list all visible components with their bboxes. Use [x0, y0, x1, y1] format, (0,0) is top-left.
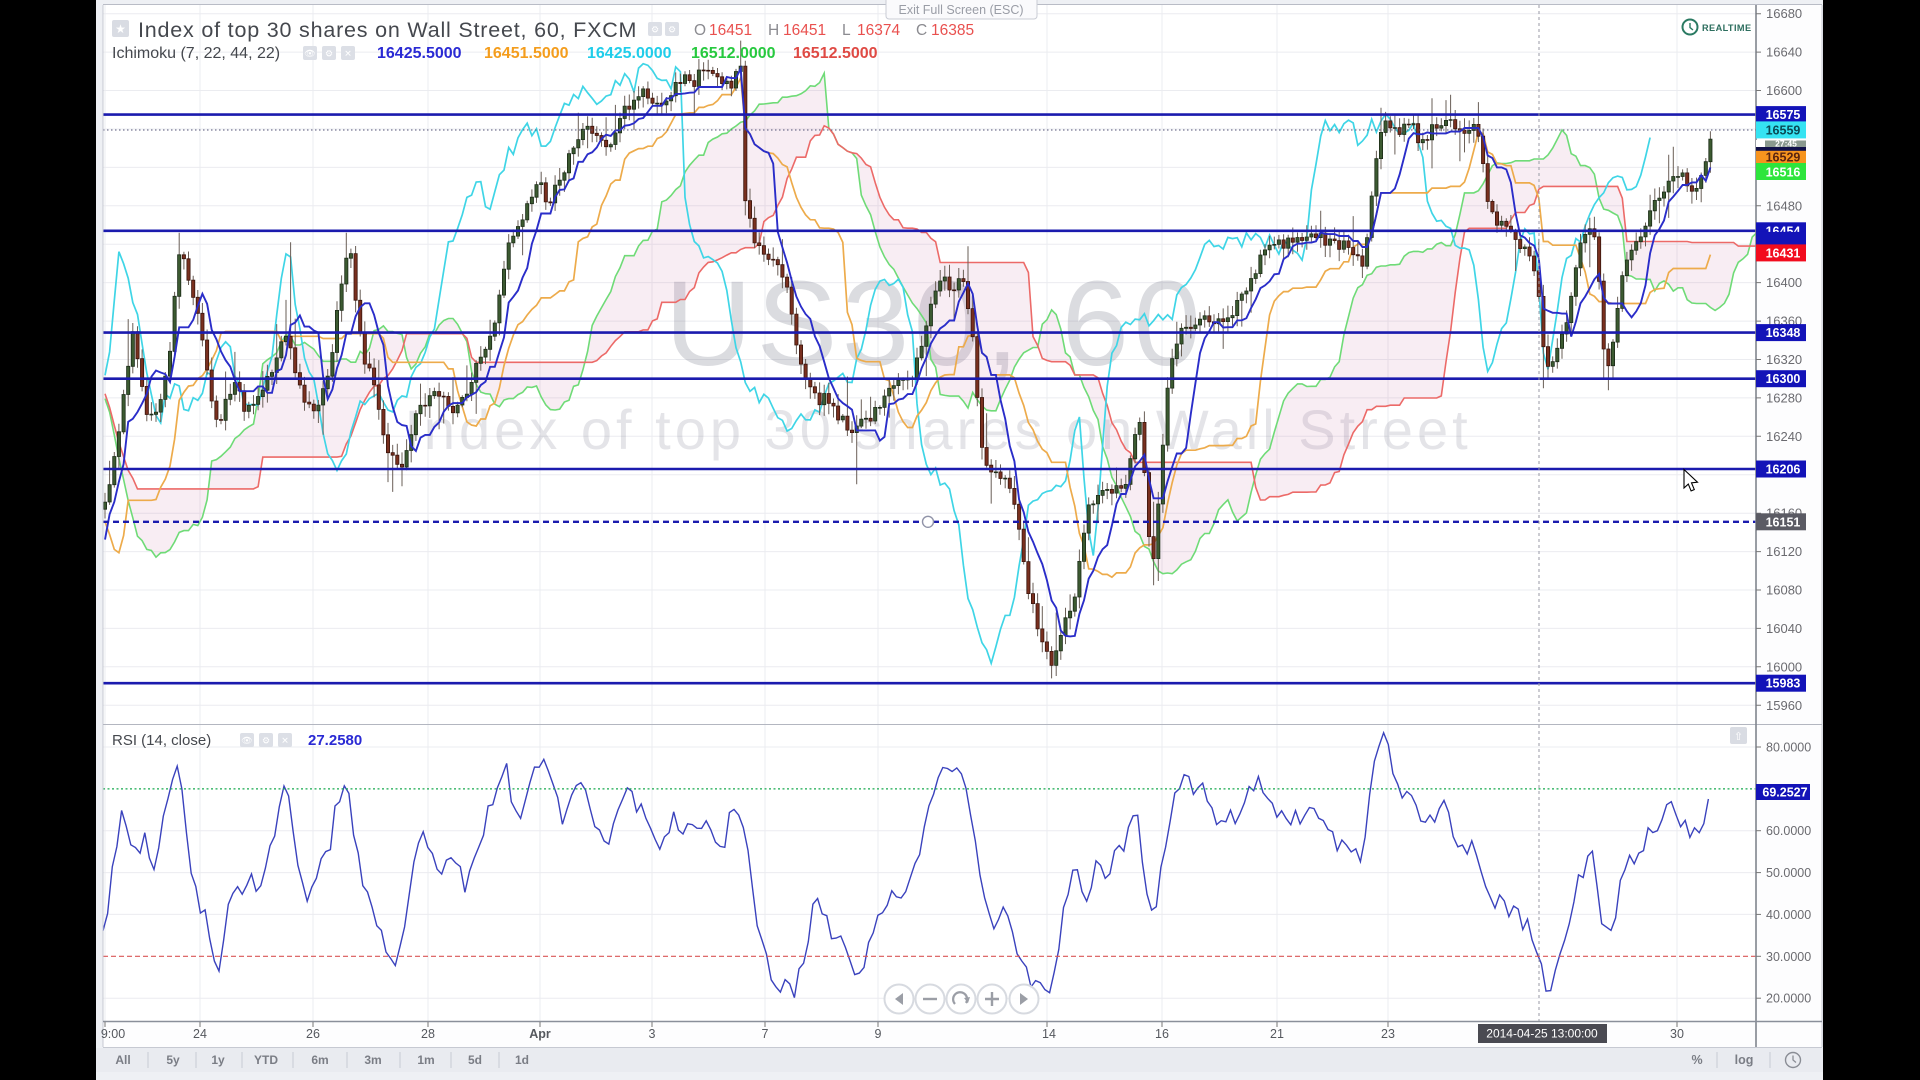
svg-text:16451: 16451	[783, 22, 826, 39]
svg-text:27:45: 27:45	[1775, 139, 1797, 149]
svg-text:16151: 16151	[1766, 515, 1801, 529]
svg-text:16559: 16559	[1766, 123, 1801, 137]
svg-text:Index of top 30 shares on Wall: Index of top 30 shares on Wall Street, 6…	[138, 18, 637, 42]
svg-text:log: log	[1735, 1053, 1754, 1067]
svg-text:16400: 16400	[1766, 275, 1802, 290]
svg-text:16425.0000: 16425.0000	[587, 45, 672, 62]
svg-text:⚙: ⚙	[651, 25, 659, 35]
svg-text:50.0000: 50.0000	[1766, 866, 1811, 880]
svg-text:1d: 1d	[515, 1053, 529, 1067]
svg-text:1y: 1y	[211, 1053, 225, 1067]
svg-text:16529: 16529	[1766, 151, 1801, 165]
svg-text:%: %	[1691, 1053, 1702, 1067]
svg-text:20.0000: 20.0000	[1766, 992, 1811, 1006]
svg-text:5y: 5y	[166, 1053, 180, 1067]
svg-text:40.0000: 40.0000	[1766, 908, 1811, 922]
svg-text:Ichimoku (7, 22, 44, 22): Ichimoku (7, 22, 44, 22)	[112, 45, 280, 62]
svg-text:L: L	[842, 22, 851, 39]
svg-text:26: 26	[306, 1027, 320, 1041]
svg-text:1m: 1m	[417, 1053, 434, 1067]
svg-text:⇧: ⇧	[1734, 731, 1743, 743]
svg-text:27.2580: 27.2580	[308, 732, 362, 749]
svg-text:16480: 16480	[1766, 198, 1802, 213]
svg-text:★: ★	[115, 22, 126, 36]
svg-text:16348: 16348	[1766, 326, 1801, 340]
svg-text:YTD: YTD	[254, 1053, 278, 1067]
svg-text:Exit Full Screen (ESC): Exit Full Screen (ESC)	[898, 3, 1023, 17]
svg-text:30.0000: 30.0000	[1766, 950, 1811, 964]
svg-text:16431: 16431	[1766, 246, 1801, 260]
svg-text:16680: 16680	[1766, 6, 1802, 21]
svg-text:👁: 👁	[304, 49, 315, 59]
svg-text:Apr: Apr	[529, 1027, 551, 1041]
svg-text:C: C	[916, 22, 927, 39]
svg-text:16000: 16000	[1766, 659, 1802, 674]
svg-text:9: 9	[875, 1027, 882, 1041]
svg-text:30: 30	[1670, 1027, 1684, 1041]
svg-text:16512.5000: 16512.5000	[793, 45, 878, 62]
svg-text:16080: 16080	[1766, 583, 1802, 598]
svg-text:16320: 16320	[1766, 352, 1802, 367]
svg-text:16451: 16451	[709, 22, 752, 39]
svg-text:15960: 15960	[1766, 698, 1802, 713]
svg-text:24: 24	[193, 1027, 207, 1041]
svg-text:5d: 5d	[468, 1053, 482, 1067]
svg-text:16512.0000: 16512.0000	[691, 45, 776, 62]
svg-text:60.0000: 60.0000	[1766, 824, 1811, 838]
svg-text:7: 7	[762, 1027, 769, 1041]
svg-text:RSI (14, close): RSI (14, close)	[112, 732, 211, 749]
svg-text:16120: 16120	[1766, 544, 1802, 559]
svg-text:16451.5000: 16451.5000	[484, 45, 569, 62]
svg-text:H: H	[768, 22, 779, 39]
svg-text:80.0000: 80.0000	[1766, 741, 1811, 755]
svg-text:16425.5000: 16425.5000	[377, 45, 462, 62]
svg-text:3: 3	[649, 1027, 656, 1041]
svg-text:16640: 16640	[1766, 45, 1802, 60]
svg-text:14: 14	[1042, 1027, 1056, 1041]
svg-text:⚙: ⚙	[668, 25, 676, 35]
svg-text:21: 21	[1270, 1027, 1284, 1041]
svg-text:16575: 16575	[1766, 108, 1801, 122]
svg-text:O: O	[694, 22, 706, 39]
svg-text:Index of top 30 shares on Wall: Index of top 30 shares on Wall Street	[404, 398, 1471, 461]
svg-text:All: All	[115, 1053, 130, 1067]
svg-text:⚙: ⚙	[262, 736, 270, 746]
svg-text:16374: 16374	[857, 22, 900, 39]
svg-text:16300: 16300	[1766, 372, 1801, 386]
svg-text:16240: 16240	[1766, 429, 1802, 444]
svg-text:16206: 16206	[1766, 463, 1801, 477]
svg-text:16: 16	[1155, 1027, 1169, 1041]
svg-text:REALTIME: REALTIME	[1702, 23, 1751, 33]
svg-text:15983: 15983	[1766, 677, 1801, 691]
svg-text:✕: ✕	[344, 49, 352, 59]
svg-text:⚙: ⚙	[325, 49, 333, 59]
svg-text:16600: 16600	[1766, 83, 1802, 98]
svg-text:2014-04-25 13:00:00: 2014-04-25 13:00:00	[1486, 1027, 1598, 1041]
svg-text:16040: 16040	[1766, 621, 1802, 636]
svg-text:16385: 16385	[931, 22, 974, 39]
svg-text:3m: 3m	[364, 1053, 381, 1067]
svg-text:28: 28	[421, 1027, 435, 1041]
svg-text:👁: 👁	[241, 736, 252, 746]
svg-text:16280: 16280	[1766, 390, 1802, 405]
svg-text:✕: ✕	[281, 736, 289, 746]
svg-text:6m: 6m	[311, 1053, 328, 1067]
svg-text:23: 23	[1381, 1027, 1395, 1041]
svg-text:69.2527: 69.2527	[1762, 786, 1807, 800]
svg-text:9:00: 9:00	[101, 1027, 125, 1041]
svg-text:16516: 16516	[1766, 166, 1801, 180]
